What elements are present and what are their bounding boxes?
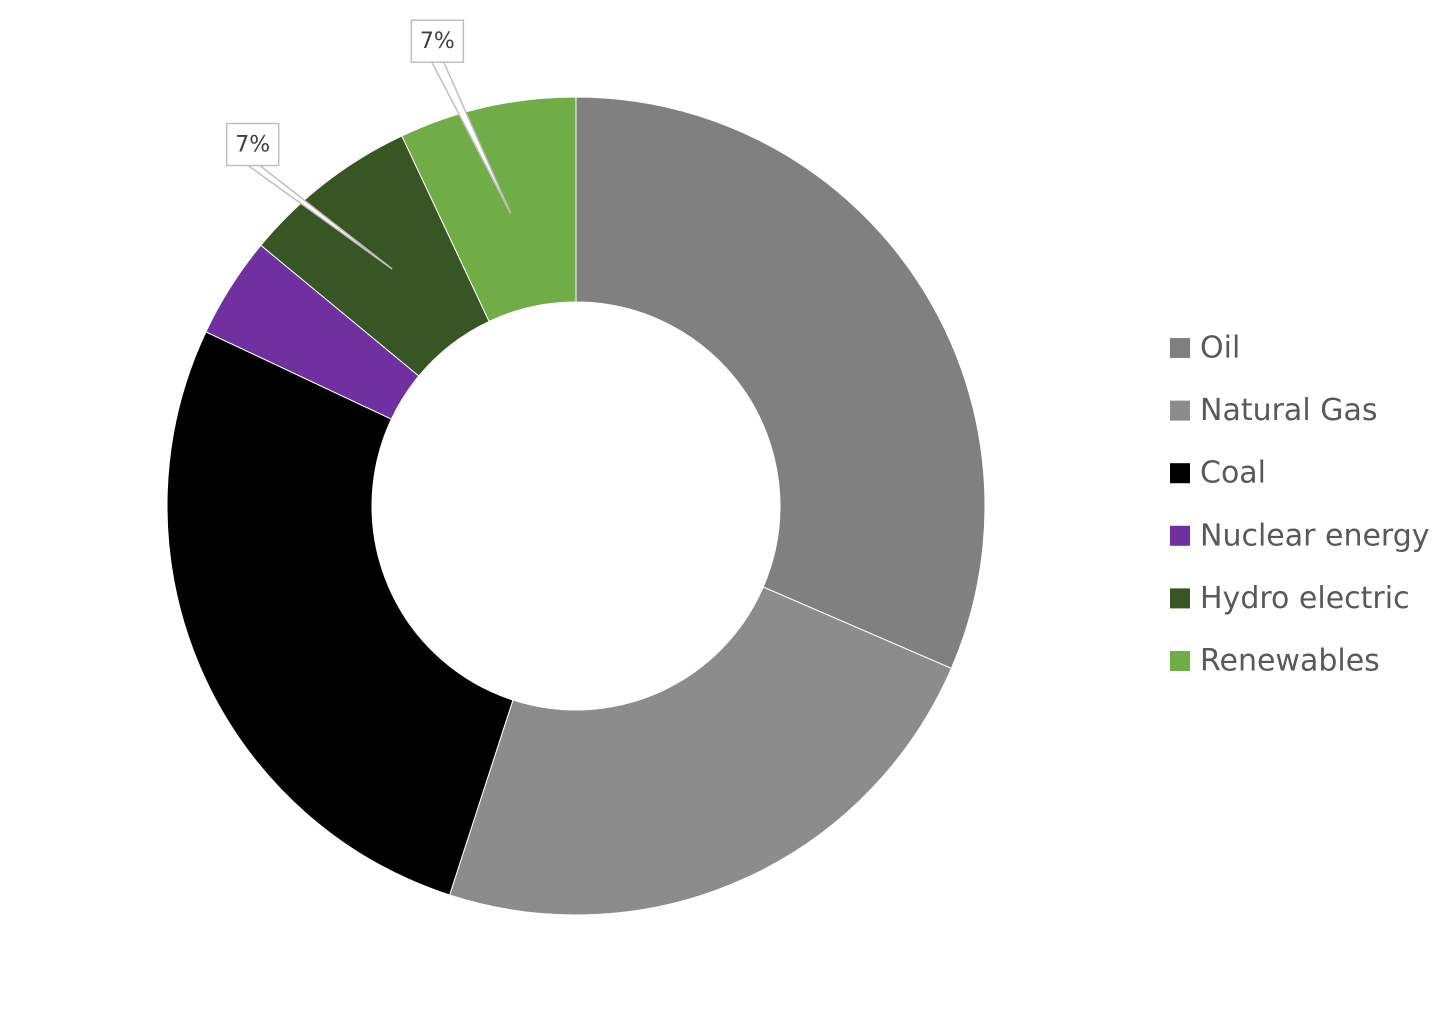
donut-slice [448,586,953,916]
callout-box [225,122,280,167]
donut-slice [401,96,577,323]
legend-label: Hydro electric [1200,581,1410,616]
legend-swatch [1170,525,1190,546]
legend-label: Natural Gas [1200,393,1377,428]
donut-slice [575,96,986,670]
legend-swatch [1170,338,1190,358]
callout-box [410,19,465,63]
data-label: 7% [420,29,455,54]
data-label: 7% [235,133,270,158]
legend-swatch [1170,651,1190,671]
legend-swatch [1170,463,1190,484]
legend-label: Oil [1200,331,1240,366]
legend-label: Nuclear energy [1200,518,1430,553]
legend-swatch [1170,588,1190,609]
legend-label: Coal [1200,456,1266,491]
donut-slice [166,331,514,896]
legend-label: Renewables [1200,644,1380,679]
legend-swatch [1170,400,1190,421]
